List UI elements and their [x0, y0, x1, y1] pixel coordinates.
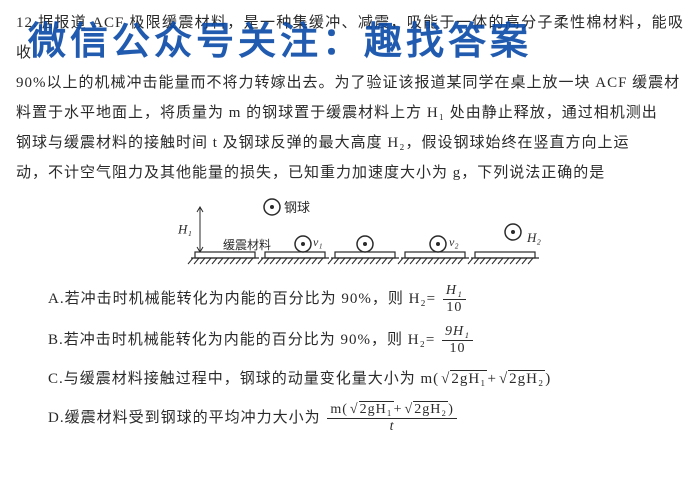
- plus-c: +: [487, 371, 496, 387]
- para-line-5: 动，不计空气阻力及其他能量的损失，已知重力加速度大小为 g，下列说法正确的是: [16, 165, 605, 181]
- svg-text:钢球: 钢球: [284, 200, 310, 215]
- svg-text:H₂: H₂: [526, 230, 541, 245]
- para-line-4: 钢球与缓震材料的接触时间 t 及钢球反弹的最大高度 H₂，假设钢球始终在竖直方向…: [16, 135, 629, 151]
- experiment-diagram: 钢球 H₁ 缓震材料 v₁ v₂ H₂: [140, 192, 560, 277]
- fraction-D: m(2gH₁+2gH₂) t: [327, 402, 457, 435]
- fraction-D-num: m(2gH₁+2gH₂): [327, 402, 457, 419]
- fraction-B-num: 9H₁: [442, 324, 473, 341]
- watermark: 微信公众号关注：趣找答案: [28, 4, 680, 80]
- option-D-text: D.缓震材料受到钢球的平均冲力大小为: [48, 410, 321, 426]
- close-c: ): [545, 371, 551, 387]
- sqrt-d1: 2gH₁: [348, 402, 394, 418]
- svg-text:H₁: H₁: [177, 222, 192, 237]
- fraction-A-den: 10: [443, 300, 466, 316]
- option-A-text: A.若冲击时机械能转化为内能的百分比为 90%，则 H₂=: [48, 291, 436, 307]
- option-C: C.与缓震材料接触过程中，钢球的动量变化量大小为 m(2gH₁+2gH₂): [48, 365, 684, 394]
- fraction-B-den: 10: [442, 341, 473, 357]
- fraction-B: 9H₁ 10: [442, 324, 473, 357]
- svg-text:v₂: v₂: [449, 235, 459, 249]
- svg-text:v₁: v₁: [313, 235, 323, 249]
- svg-text:缓震材料: 缓震材料: [223, 238, 271, 252]
- option-B-text: B.若冲击时机械能转化为内能的百分比为 90%，则 H₂=: [48, 332, 435, 348]
- para-line-3: 料置于水平地面上，将质量为 m 的钢球置于缓震材料上方 H₁ 处由静止释放，通过…: [16, 105, 658, 121]
- sqrt-c2: 2gH₂: [497, 365, 545, 394]
- fraction-A-num: H₁: [443, 283, 466, 300]
- diagram-svg: 钢球 H₁ 缓震材料 v₁ v₂ H₂: [140, 192, 560, 277]
- sqrt-d2: 2gH₂: [403, 402, 449, 418]
- option-B: B.若冲击时机械能转化为内能的百分比为 90%，则 H₂= 9H₁ 10: [48, 324, 684, 357]
- option-C-text: C.与缓震材料接触过程中，钢球的动量变化量大小为 m(: [48, 371, 439, 387]
- physics-question: 微信公众号关注：趣找答案 12.据报道 ACF 极限缓震材料，是一种集缓冲、减震…: [0, 0, 700, 451]
- sqrt-c1: 2gH₁: [439, 365, 487, 394]
- answer-options: A.若冲击时机械能转化为内能的百分比为 90%，则 H₂= H₁ 10 B.若冲…: [16, 283, 684, 435]
- fraction-A: H₁ 10: [443, 283, 466, 316]
- option-A: A.若冲击时机械能转化为内能的百分比为 90%，则 H₂= H₁ 10: [48, 283, 684, 316]
- fraction-D-den: t: [327, 419, 457, 435]
- option-D: D.缓震材料受到钢球的平均冲力大小为 m(2gH₁+2gH₂) t: [48, 402, 684, 435]
